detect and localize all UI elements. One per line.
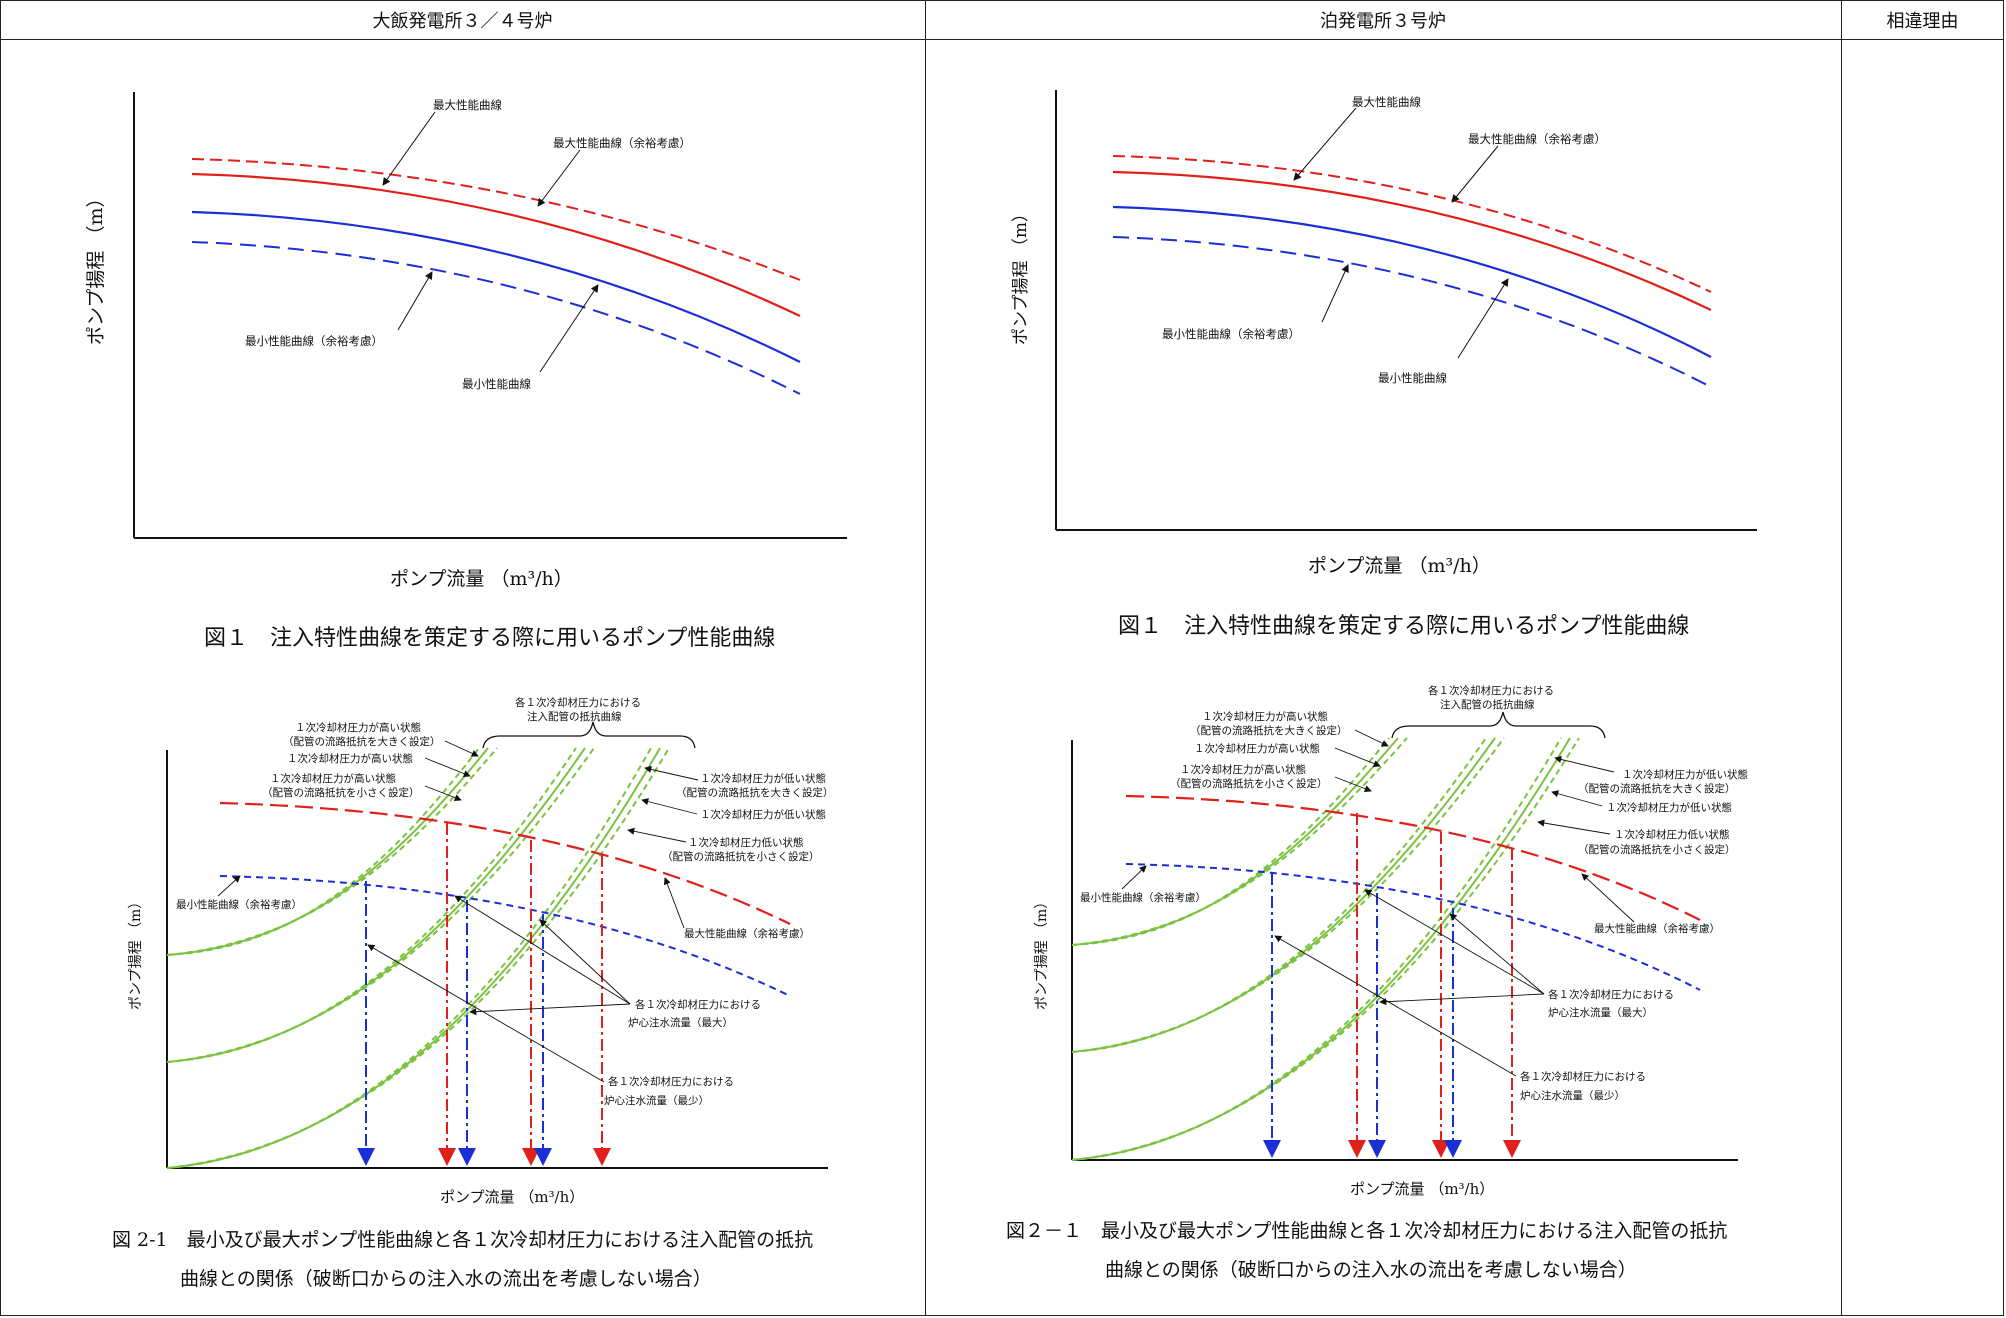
left-fig2-hp: １次冷却材圧力が高い状態 xyxy=(287,752,413,765)
right-fig2-flow-lines xyxy=(1263,813,1521,1158)
right-fig2-min-margin-curve xyxy=(1125,863,1701,991)
right-fig1-min-curve xyxy=(1112,205,1712,358)
left-fig2-caption-1: 図 2-1 最小及び最大ポンプ性能曲線と各１次冷却材圧力における注入配管の抵抗 xyxy=(112,1229,813,1251)
left-fig2-xlabel: ポンプ流量 （m³/h） xyxy=(440,1188,584,1206)
left-fig2-label-min-margin: 最小性能曲線（余裕考慮） xyxy=(176,898,302,911)
right-fig2-flow-max-2: 炉心注水流量（最大） xyxy=(1548,1006,1653,1019)
left-fig2-max-margin-curve xyxy=(219,801,791,925)
left-fig2-hp-small-2: （配管の流路抵抗を小さく設定） xyxy=(262,786,420,799)
right-fig1-ylabel: ポンプ揚程 （m） xyxy=(1011,205,1031,345)
right-fig1-xlabel: ポンプ流量 （m³/h） xyxy=(1308,555,1491,577)
left-fig2-resistance-curves xyxy=(166,747,670,1169)
left-fig2-brace-label: 各１次冷却材圧力における xyxy=(515,696,641,709)
left-fig2-min-margin-curve xyxy=(219,875,791,997)
left-fig2-flow-lines xyxy=(357,823,611,1166)
left-fig2-brace xyxy=(482,721,696,749)
left-fig1-max-margin-curve xyxy=(191,158,801,281)
right-fig2-caption-1: 図２－１ 最小及び最大ポンプ性能曲線と各１次冷却材圧力における注入配管の抵抗 xyxy=(1006,1220,1727,1242)
left-fig1-xlabel: ポンプ流量 （m³/h） xyxy=(390,568,573,590)
right-fig2-brace-label2: 注入配管の抵抗曲線 xyxy=(1440,698,1535,711)
right-fig2-hp-small-2: （配管の流路抵抗を小さく設定） xyxy=(1170,777,1328,790)
right-fig2-brace-label: 各１次冷却材圧力における xyxy=(1428,684,1554,697)
right-fig2-label-min-margin: 最小性能曲線（余裕考慮） xyxy=(1080,891,1206,904)
left-fig2-lp-large-1: １次冷却材圧力が低い状態 xyxy=(700,772,826,785)
right-fig2-flow-min-2: 炉心注水流量（最少） xyxy=(1520,1089,1625,1102)
left-fig2-lp: １次冷却材圧力が低い状態 xyxy=(700,808,826,821)
left-fig1-label-min-margin: 最小性能曲線（余裕考慮） xyxy=(245,334,383,348)
left-fig1-label-max: 最大性能曲線 xyxy=(433,98,502,112)
left-fig2-ylabel: ポンプ揚程 （m） xyxy=(127,895,144,1010)
left-fig1-label-min: 最小性能曲線 xyxy=(462,377,531,391)
right-fig2-flow-max-1: 各１次冷却材圧力における xyxy=(1548,988,1674,1001)
right-fig2-flow-min-1: 各１次冷却材圧力における xyxy=(1520,1070,1646,1083)
left-fig1-max-curve xyxy=(191,172,801,317)
right-fig2-lp-small-1: １次冷却材圧力低い状態 xyxy=(1614,828,1730,841)
right-fig2-label-max-margin: 最大性能曲線（余裕考慮） xyxy=(1594,922,1720,935)
header-tomari: 泊発電所３号炉 xyxy=(925,0,1841,40)
left-fig2-flow-min-1: 各１次冷却材圧力における xyxy=(608,1075,734,1088)
left-fig1-min-curve xyxy=(191,210,801,363)
right-fig2-hp-small-1: １次冷却材圧力が高い状態 xyxy=(1180,763,1306,776)
header-ohi: 大飯発電所３／４号炉 xyxy=(0,0,925,40)
right-fig2-caption-2: 曲線との関係（破断口からの注入水の流出を考慮しない場合） xyxy=(1105,1259,1637,1281)
right-fig1-max-curve xyxy=(1112,170,1712,311)
right-fig1: 最大性能曲線 最大性能曲線（余裕考慮） 最小性能曲線（余裕考慮） 最小性能曲線 … xyxy=(1011,90,1757,639)
left-fig2-hp-small-1: １次冷却材圧力が高い状態 xyxy=(270,772,396,785)
left-fig2-hp-large-2: （配管の流路抵抗を大きく設定） xyxy=(283,735,441,748)
right-fig1-label-max: 最大性能曲線 xyxy=(1352,95,1421,109)
right-fig2-hp-large-1: １次冷却材圧力が高い状態 xyxy=(1202,710,1328,723)
left-fig1-caption: 図１ 注入特性曲線を策定する際に用いるポンプ性能曲線 xyxy=(204,626,775,651)
left-fig2-lp-small-2: （配管の流路抵抗を小さく設定） xyxy=(662,850,820,863)
left-fig2-hp-large-1: １次冷却材圧力が高い状態 xyxy=(295,721,421,734)
right-fig2-hp-large-2: （配管の流路抵抗を大きく設定） xyxy=(1190,724,1348,737)
header-reason: 相違理由 xyxy=(1841,0,2004,40)
right-fig1-max-margin-curve xyxy=(1112,155,1712,293)
right-fig2-lp-small-2: （配管の流路抵抗を小さく設定） xyxy=(1578,843,1736,856)
left-fig1-label-max-margin: 最大性能曲線（余裕考慮） xyxy=(553,136,691,150)
right-fig2-ylabel: ポンプ揚程 （m） xyxy=(1033,895,1050,1010)
left-fig2-lp-large-2: （配管の流路抵抗を大きく設定） xyxy=(676,786,834,799)
right-fig1-caption: 図１ 注入特性曲線を策定する際に用いるポンプ性能曲線 xyxy=(1118,614,1689,639)
left-fig2: 各１次冷却材圧力における 注入配管の抵抗曲線 １次冷却材圧力が高い状態 （配管の… xyxy=(112,696,834,1290)
left-fig1-min-margin-curve xyxy=(191,241,801,395)
right-fig2: 各１次冷却材圧力における 注入配管の抵抗曲線 １次冷却材圧力が高い状態 （配管の… xyxy=(1006,684,1748,1281)
left-fig2-flow-min-2: 炉心注水流量（最少） xyxy=(604,1094,709,1107)
right-fig1-label-min-margin: 最小性能曲線（余裕考慮） xyxy=(1162,327,1300,341)
right-fig2-max-margin-curve xyxy=(1125,794,1701,921)
left-fig2-caption-2: 曲線との関係（破断口からの注入水の流出を考慮しない場合） xyxy=(180,1268,712,1290)
right-fig2-brace xyxy=(1391,711,1606,739)
right-fig2-lp-large-2: （配管の流路抵抗を大きく設定） xyxy=(1578,782,1736,795)
left-fig2-flow-max-2: 炉心注水流量（最大） xyxy=(628,1016,733,1029)
left-fig2-brace-label2: 注入配管の抵抗曲線 xyxy=(527,710,622,723)
right-fig2-hp: １次冷却材圧力が高い状態 xyxy=(1194,742,1320,755)
left-fig2-lp-small-1: １次冷却材圧力低い状態 xyxy=(688,836,804,849)
right-fig2-lp-large-1: １次冷却材圧力が低い状態 xyxy=(1622,768,1748,781)
right-fig2-xlabel: ポンプ流量 （m³/h） xyxy=(1350,1180,1494,1198)
right-fig2-resistance-curves xyxy=(1071,737,1580,1161)
right-fig1-min-margin-curve xyxy=(1112,236,1712,388)
right-fig1-label-max-margin: 最大性能曲線（余裕考慮） xyxy=(1468,132,1606,146)
left-fig2-label-max-margin: 最大性能曲線（余裕考慮） xyxy=(684,927,810,940)
right-fig1-label-min: 最小性能曲線 xyxy=(1378,371,1447,385)
column-divider-2 xyxy=(1841,0,1842,1316)
left-fig1: 最大性能曲線 最大性能曲線（余裕考慮） 最小性能曲線（余裕考慮） 最小性能曲線 … xyxy=(85,92,847,651)
left-fig2-flow-max-1: 各１次冷却材圧力における xyxy=(635,998,761,1011)
left-fig1-ylabel: ポンプ揚程 （m） xyxy=(85,189,107,346)
column-divider-1 xyxy=(925,0,926,1316)
right-fig2-lp: １次冷却材圧力が低い状態 xyxy=(1606,801,1732,814)
